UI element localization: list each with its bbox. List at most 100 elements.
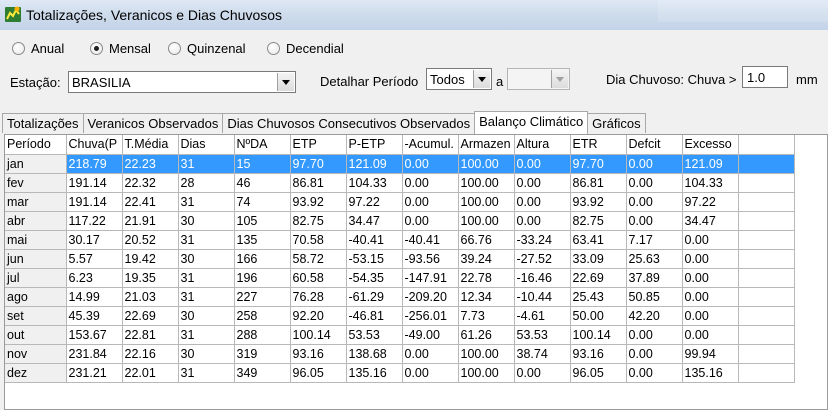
table-cell[interactable]: 31 xyxy=(178,154,235,174)
row-period-cell[interactable]: jul xyxy=(5,268,67,288)
column-header[interactable]: Altura xyxy=(514,135,571,155)
table-cell[interactable]: 70.58 xyxy=(290,230,347,250)
table-cell[interactable]: 22.16 xyxy=(122,344,179,364)
table-cell[interactable]: 0.00 xyxy=(402,192,459,212)
table-cell[interactable]: -54.35 xyxy=(346,268,403,288)
table-cell[interactable]: 0.00 xyxy=(626,192,683,212)
table-row[interactable]: set 45.39 22.69 30 258 92.20 -46.81 -256.01 7.73… xyxy=(5,306,795,326)
column-header[interactable]: ETR xyxy=(570,135,627,155)
column-header[interactable]: Dias xyxy=(178,135,235,155)
table-cell[interactable]: 82.75 xyxy=(570,211,627,231)
row-period-cell[interactable]: ago xyxy=(5,287,67,307)
table-cell[interactable]: -53.15 xyxy=(346,249,403,269)
table-cell[interactable]: -40.41 xyxy=(402,230,459,250)
table-cell[interactable]: 6.23 xyxy=(66,268,123,288)
table-cell[interactable]: 7.73 xyxy=(458,306,515,326)
table-cell[interactable]: -40.41 xyxy=(346,230,403,250)
table-cell[interactable]: 100.14 xyxy=(290,325,347,345)
table-cell[interactable]: 135 xyxy=(234,230,291,250)
table-cell[interactable]: 74 xyxy=(234,192,291,212)
table-cell[interactable]: 0.00 xyxy=(626,344,683,364)
table-cell[interactable]: 19.35 xyxy=(122,268,179,288)
row-period-cell[interactable]: set xyxy=(5,306,67,326)
table-cell[interactable]: 33.09 xyxy=(570,249,627,269)
table-cell[interactable]: 0.00 xyxy=(626,173,683,193)
table-cell[interactable]: 218.79 xyxy=(66,154,123,174)
table-cell[interactable]: -27.52 xyxy=(514,249,571,269)
table-cell[interactable]: 42.20 xyxy=(626,306,683,326)
table-cell[interactable]: 21.91 xyxy=(122,211,179,231)
table-cell[interactable]: 97.22 xyxy=(346,192,403,212)
table-cell[interactable]: -61.29 xyxy=(346,287,403,307)
table-cell[interactable]: 99.94 xyxy=(682,344,739,364)
table-cell[interactable]: 0.00 xyxy=(514,154,571,174)
radio-indicator[interactable] xyxy=(168,42,181,55)
column-header[interactable]: NºDA xyxy=(234,135,291,155)
table-cell[interactable]: 15 xyxy=(234,154,291,174)
table-cell[interactable]: 66.76 xyxy=(458,230,515,250)
table-cell[interactable]: 100.00 xyxy=(458,211,515,231)
station-select[interactable]: BRASILIA xyxy=(68,71,296,93)
table-cell[interactable]: 25.63 xyxy=(626,249,683,269)
table-cell[interactable]: 0.00 xyxy=(402,173,459,193)
table-cell[interactable]: 0.00 xyxy=(514,211,571,231)
table-cell[interactable]: 0.00 xyxy=(402,363,459,383)
table-cell[interactable]: 22.69 xyxy=(122,306,179,326)
table-cell[interactable]: 46 xyxy=(234,173,291,193)
tab-totalizacoes[interactable]: Totalizações xyxy=(2,113,84,133)
table-row[interactable]: mai 30.17 20.52 31 135 70.58 -40.41 -40.41 66.76… xyxy=(5,230,795,250)
table-row[interactable]: dez 231.21 22.01 31 349 96.05 135.16 0.00 100.00… xyxy=(5,363,795,383)
table-cell[interactable]: 58.72 xyxy=(290,249,347,269)
row-period-cell[interactable]: out xyxy=(5,325,67,345)
table-cell[interactable]: 100.00 xyxy=(458,173,515,193)
radio-anual[interactable]: Anual xyxy=(12,41,64,56)
table-cell[interactable]: 22.81 xyxy=(122,325,179,345)
table-cell[interactable]: 100.00 xyxy=(458,363,515,383)
table-cell[interactable]: -46.81 xyxy=(346,306,403,326)
table-cell[interactable]: 22.23 xyxy=(122,154,179,174)
tab-dias-chuvosos[interactable]: Dias Chuvosos Consecutivos Observados xyxy=(222,113,476,133)
chevron-down-icon[interactable] xyxy=(551,70,568,88)
table-cell[interactable]: 100.00 xyxy=(458,192,515,212)
table-row[interactable]: jan 218.79 22.23 31 15 97.70 121.09 0.00 100.00 0… xyxy=(5,154,795,174)
table-cell[interactable]: 288 xyxy=(234,325,291,345)
table-cell[interactable]: 0.00 xyxy=(682,249,739,269)
table-cell[interactable]: -10.44 xyxy=(514,287,571,307)
row-period-cell[interactable]: jan xyxy=(5,154,67,174)
table-cell[interactable]: 31 xyxy=(178,325,235,345)
table-cell[interactable]: 191.14 xyxy=(66,192,123,212)
table-cell[interactable]: 196 xyxy=(234,268,291,288)
rainy-day-threshold-input[interactable]: 1.0 xyxy=(742,66,788,88)
table-cell[interactable]: 0.00 xyxy=(682,306,739,326)
table-cell[interactable]: 93.92 xyxy=(570,192,627,212)
table-cell[interactable]: 153.67 xyxy=(66,325,123,345)
table-cell[interactable]: 96.05 xyxy=(570,363,627,383)
column-header[interactable]: T.Média xyxy=(122,135,179,155)
table-cell[interactable]: 50.85 xyxy=(626,287,683,307)
table-cell[interactable]: 93.16 xyxy=(570,344,627,364)
table-cell[interactable]: 0.00 xyxy=(514,173,571,193)
window-controls[interactable] xyxy=(658,0,828,22)
table-cell[interactable]: 86.81 xyxy=(290,173,347,193)
table-cell[interactable]: 63.41 xyxy=(570,230,627,250)
table-cell[interactable]: 0.00 xyxy=(626,325,683,345)
table-row[interactable]: mar 191.14 22.41 31 74 93.92 97.22 0.00 100.00 0.… xyxy=(5,192,795,212)
table-cell[interactable]: 50.00 xyxy=(570,306,627,326)
table-cell[interactable]: 227 xyxy=(234,287,291,307)
table-cell[interactable]: 100.00 xyxy=(458,154,515,174)
tab-graficos[interactable]: Gráficos xyxy=(587,113,646,133)
table-cell[interactable]: 30 xyxy=(178,306,235,326)
table-cell[interactable]: 92.20 xyxy=(290,306,347,326)
table-cell[interactable]: 38.74 xyxy=(514,344,571,364)
table-cell[interactable]: 121.09 xyxy=(682,154,739,174)
column-header[interactable]: P-ETP xyxy=(346,135,403,155)
table-cell[interactable]: 258 xyxy=(234,306,291,326)
table-cell[interactable]: -147.91 xyxy=(402,268,459,288)
table-cell[interactable]: 53.53 xyxy=(346,325,403,345)
table-cell[interactable]: 45.39 xyxy=(66,306,123,326)
table-cell[interactable]: 30 xyxy=(178,344,235,364)
table-cell[interactable]: 0.00 xyxy=(682,325,739,345)
radio-quinzenal[interactable]: Quinzenal xyxy=(168,41,246,56)
table-cell[interactable]: 34.47 xyxy=(682,211,739,231)
table-cell[interactable]: 31 xyxy=(178,363,235,383)
